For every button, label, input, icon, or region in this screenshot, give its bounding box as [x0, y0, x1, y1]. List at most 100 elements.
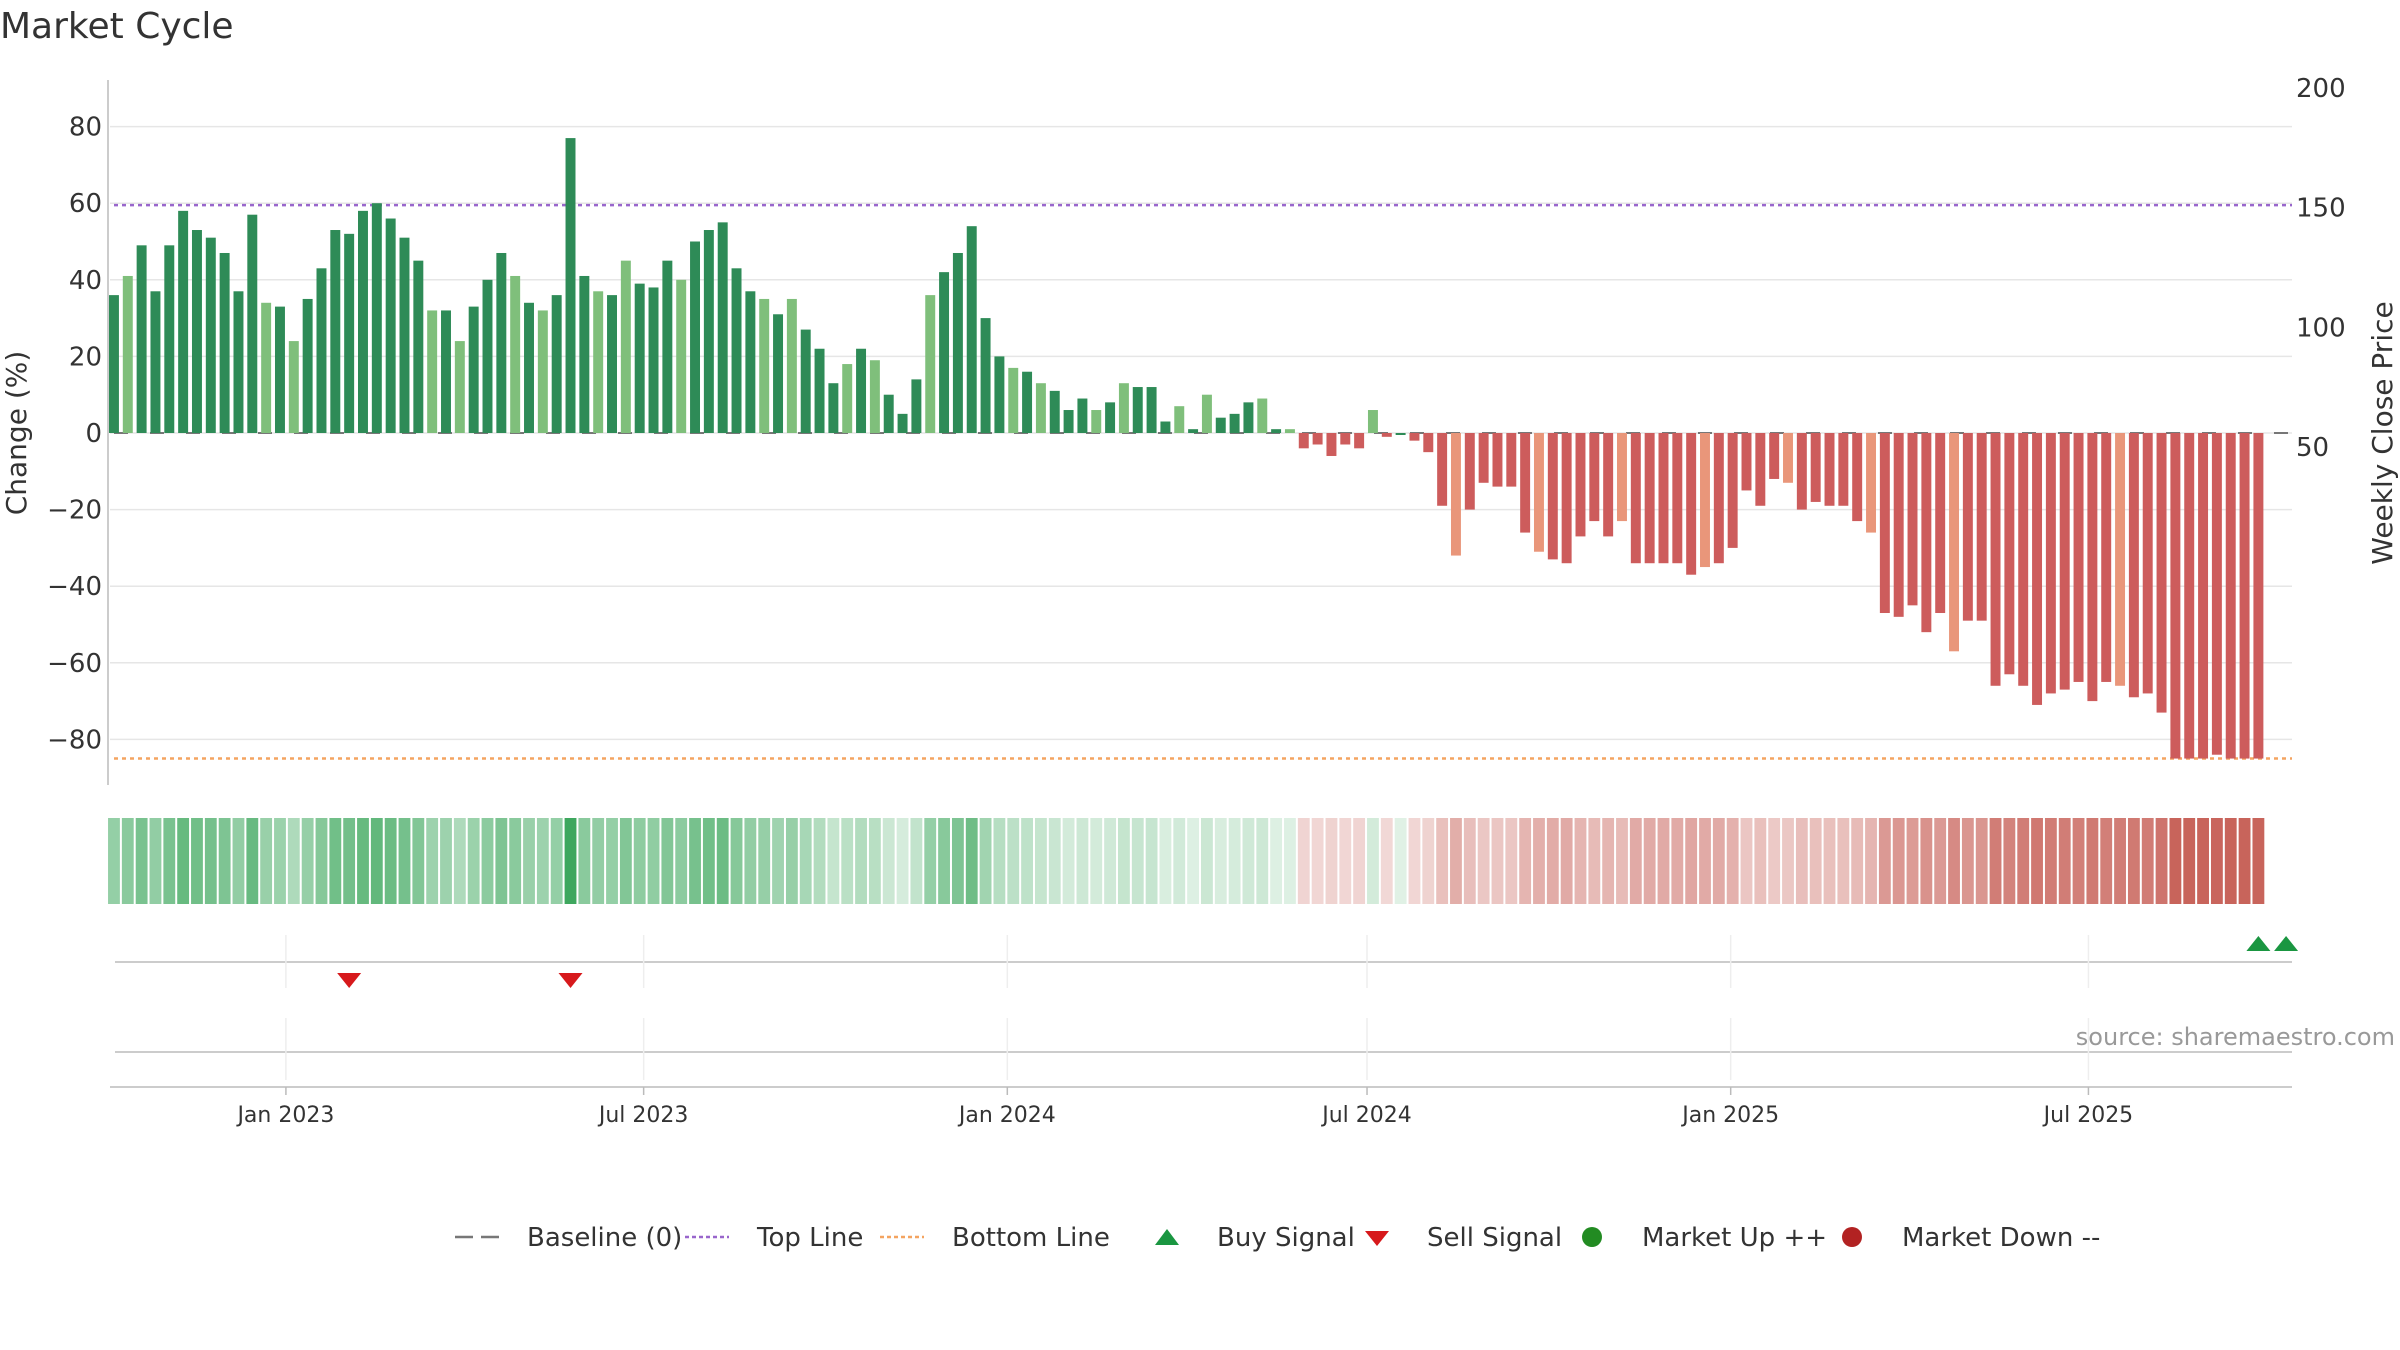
heat-cell [495, 818, 508, 904]
heat-cell [1505, 818, 1518, 904]
heat-cell [1367, 818, 1379, 904]
legend-label: Baseline (0) [527, 1223, 682, 1253]
heat-cell [1574, 818, 1587, 904]
bar [551, 295, 562, 433]
bar [1713, 433, 1724, 564]
bar [717, 222, 728, 433]
heat-cell [675, 818, 688, 904]
heat-cell [965, 818, 978, 904]
bar [1935, 433, 1946, 614]
heat-cell [287, 818, 300, 904]
heat-cell [1339, 818, 1352, 904]
heat-cell [1671, 818, 1684, 904]
heat-cell [855, 818, 867, 904]
bar [1686, 433, 1697, 575]
heat-cell [785, 818, 798, 904]
bar [607, 295, 617, 433]
heat-cell [979, 818, 992, 904]
heat-cell [1297, 818, 1310, 904]
bar [800, 329, 811, 433]
heat-cell [2141, 818, 2154, 904]
bar [1727, 433, 1738, 548]
heat-cell [1214, 818, 1227, 904]
bar [150, 291, 161, 433]
heat-cell [2155, 818, 2168, 904]
heat-cell [1131, 818, 1144, 904]
bar [1160, 421, 1171, 433]
bar [1810, 433, 1821, 502]
heat-cell [2114, 818, 2126, 904]
bar [1201, 394, 1212, 433]
heat-cell [1809, 818, 1822, 904]
heat-cell [218, 818, 231, 904]
bar [2211, 433, 2222, 755]
bar [648, 287, 659, 433]
heat-cell [2169, 818, 2182, 904]
heat-cell [191, 818, 203, 904]
bar [1132, 387, 1143, 433]
bar [2018, 433, 2029, 686]
bar [1520, 433, 1531, 533]
y-tick-label: −80 [47, 725, 102, 755]
heat-cell [896, 818, 909, 904]
heat-cell [841, 818, 854, 904]
bar [1243, 402, 1254, 433]
bar [690, 241, 701, 433]
bar [703, 230, 714, 433]
heat-cell [108, 818, 120, 904]
bar [2045, 433, 2056, 694]
heat-cell [523, 818, 535, 904]
x-tick-label: Jul 2023 [597, 1103, 689, 1128]
bar [1824, 433, 1835, 506]
bar [1326, 433, 1337, 456]
bar [731, 268, 742, 433]
heat-cell [1546, 818, 1559, 904]
heat-cell [1851, 818, 1864, 904]
heat-cell [1076, 818, 1089, 904]
heat-cell [1823, 818, 1836, 904]
legend-item: Market Up ++ [1582, 1223, 1827, 1253]
heat-cell [1920, 818, 1933, 904]
bar [952, 252, 963, 433]
bar [2073, 433, 2084, 682]
bar [1492, 433, 1503, 487]
signals-panel [115, 936, 2299, 988]
heat-cell [1353, 818, 1366, 904]
heat-cell [370, 818, 383, 904]
heat-cell [1422, 818, 1435, 904]
y2-tick-label: 50 [2296, 433, 2329, 463]
bar [191, 230, 202, 433]
bars-layer [108, 138, 2264, 759]
heat-cell [1007, 818, 1020, 904]
heat-cell [398, 818, 411, 904]
bar [925, 295, 936, 433]
bar [302, 298, 313, 433]
heat-strip [108, 818, 2265, 904]
legend-item: Sell Signal [1365, 1223, 1562, 1253]
bar [2239, 433, 2250, 759]
heat-cell [2086, 818, 2099, 904]
heat-cell [938, 818, 950, 904]
sell-signal-marker [558, 973, 583, 988]
heat-cell [481, 818, 494, 904]
heat-cell [1463, 818, 1476, 904]
bar [1105, 402, 1116, 433]
heat-cell [536, 818, 549, 904]
source-label: source: sharemaestro.com [2076, 1023, 2395, 1051]
heat-cell [1311, 818, 1324, 904]
heat-cell [343, 818, 356, 904]
bar [980, 318, 991, 433]
heat-cell [246, 818, 259, 904]
heat-cell [1380, 818, 1393, 904]
bar [1340, 433, 1351, 445]
heat-cell [758, 818, 771, 904]
bar [1464, 433, 1475, 510]
bar [676, 279, 687, 433]
bar [634, 283, 645, 433]
heat-cell [1961, 818, 1974, 904]
heat-cell [1436, 818, 1449, 904]
bar [2059, 433, 2070, 690]
bar [1395, 433, 1406, 435]
bar [413, 260, 424, 433]
